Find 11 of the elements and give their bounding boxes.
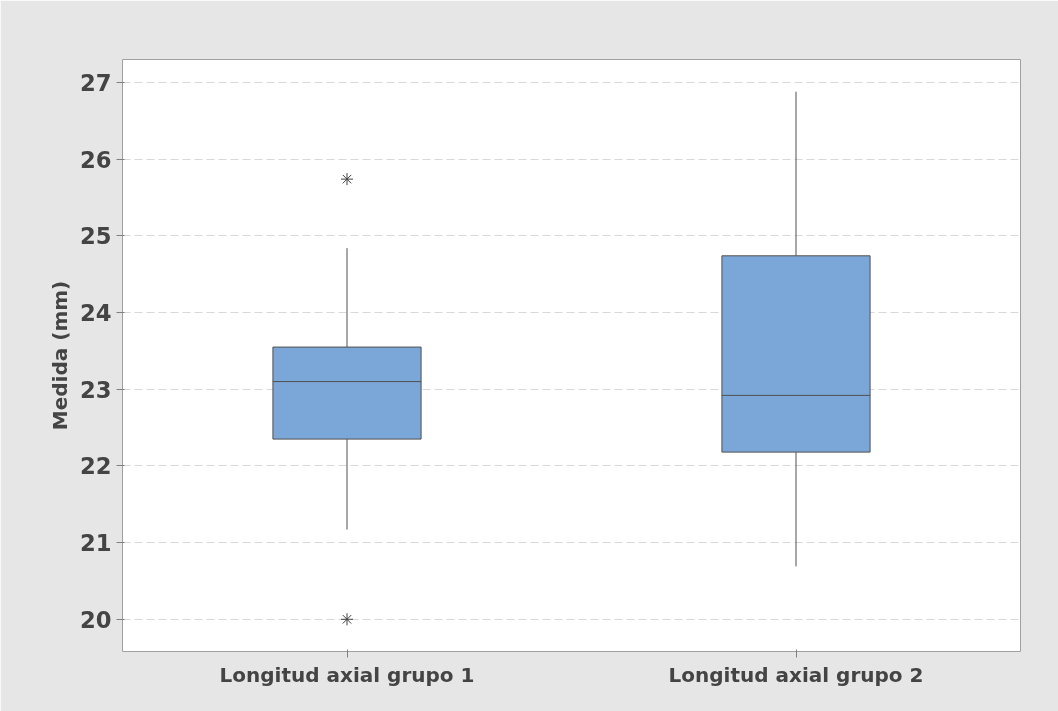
y-tick-label: 22 bbox=[79, 453, 112, 480]
y-tick-label: 20 bbox=[79, 606, 112, 633]
y-tick-label: 25 bbox=[79, 223, 112, 250]
y-tick-label: 23 bbox=[79, 376, 112, 403]
y-tick-label: 26 bbox=[79, 146, 112, 173]
x-tick-label: Longitud axial grupo 1 bbox=[219, 662, 475, 687]
y-axis-title: Medida (mm) bbox=[47, 280, 72, 431]
x-tick-label: Longitud axial grupo 2 bbox=[668, 662, 924, 687]
y-tick-label: 24 bbox=[79, 300, 112, 327]
y-tick-label: 27 bbox=[79, 70, 112, 97]
y-tick-label: 21 bbox=[79, 530, 112, 557]
